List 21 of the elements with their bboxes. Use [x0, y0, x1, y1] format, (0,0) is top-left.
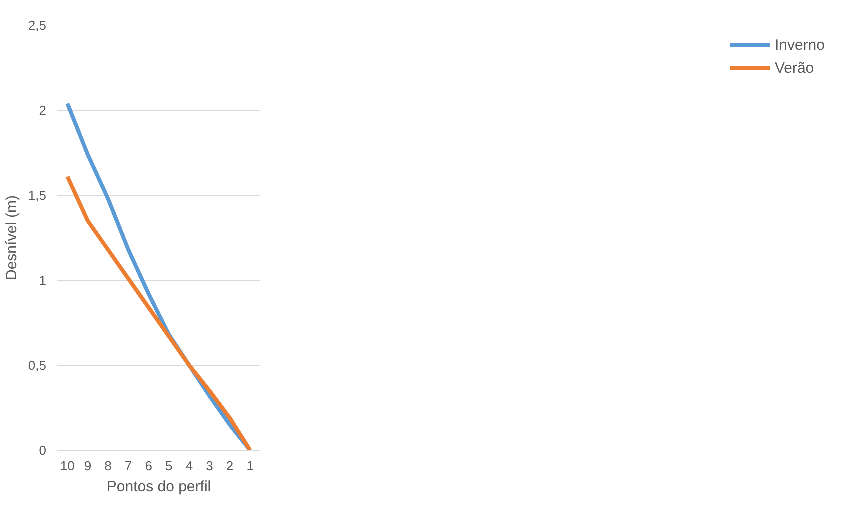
y-tick-label: 1: [39, 273, 47, 288]
x-tick-label: 8: [104, 458, 112, 474]
x-tick-label: 6: [145, 458, 152, 474]
x-tick-label: 4: [186, 458, 194, 474]
y-tick-label: 1,5: [28, 188, 47, 203]
y-tick-label: 2: [39, 103, 47, 118]
x-tick-label: 10: [60, 458, 75, 474]
y-tick-label: 0,5: [28, 358, 47, 373]
y-tick-label: 2,5: [28, 18, 47, 33]
x-tick-label: 3: [206, 458, 214, 474]
x-tick-label: 9: [84, 458, 92, 474]
line-series: [66, 174, 252, 450]
x-axis-title: Pontos do perfil: [106, 478, 212, 496]
legend-label: Verão: [774, 60, 814, 76]
x-tick-label: 7: [124, 458, 132, 474]
x-tick-label: 2: [226, 458, 234, 474]
x-tick-label: 1: [246, 458, 254, 474]
x-tick-label: 5: [166, 458, 173, 474]
y-tick-label: 0: [39, 443, 47, 458]
y-axis-title: Desnível (m): [3, 195, 20, 281]
legend-label: Inverno: [774, 36, 825, 54]
